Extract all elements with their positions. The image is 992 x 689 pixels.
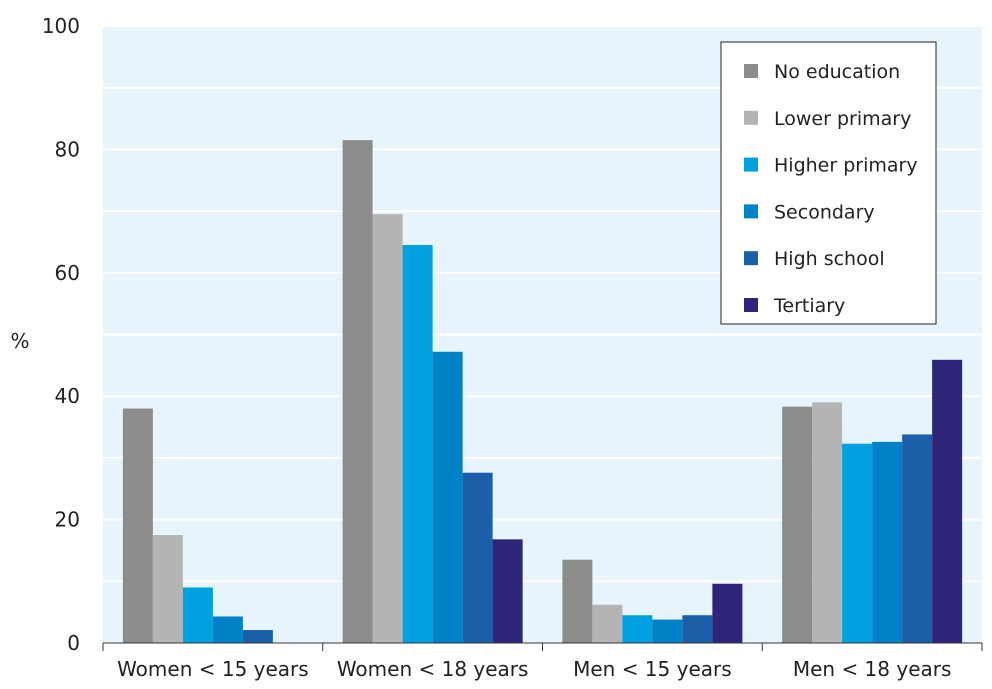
legend-label: Tertiary — [773, 295, 845, 317]
bar — [932, 359, 963, 643]
y-tick-label: 0 — [67, 631, 80, 655]
x-category-label: Women < 18 years — [337, 657, 529, 681]
y-tick-label: 80 — [55, 137, 80, 161]
bar — [782, 406, 813, 643]
bar — [122, 408, 153, 643]
legend-label: No education — [774, 61, 900, 83]
axes: 0 20 40 60 80 100 Women < 15 years Women < 18 y… — [42, 14, 983, 681]
legend-label: High school — [774, 248, 885, 270]
y-tick-label: 60 — [55, 261, 80, 285]
legend-swatch — [744, 251, 758, 266]
bar — [592, 604, 623, 643]
bar — [652, 619, 683, 643]
legend-box — [720, 41, 937, 325]
bar — [372, 214, 403, 643]
y-tick-label: 40 — [55, 384, 80, 408]
bar — [492, 539, 523, 643]
legend-swatch — [744, 64, 758, 78]
bar — [212, 616, 243, 643]
x-category-label: Men < 18 years — [793, 657, 952, 681]
bar — [402, 245, 433, 643]
legend-label: Lower primary — [774, 108, 911, 130]
y-tick-label: 100 — [42, 14, 80, 38]
bar — [622, 615, 653, 643]
bar — [152, 535, 183, 643]
legend-swatch — [744, 157, 758, 172]
bar — [182, 587, 213, 643]
x-category-label: Women < 15 years — [117, 657, 309, 681]
legend-swatch — [744, 298, 758, 312]
bar — [562, 559, 593, 643]
legend-swatch — [744, 110, 758, 125]
bar — [812, 402, 843, 643]
bar — [342, 140, 373, 643]
bar — [682, 615, 713, 643]
legend-label: Secondary — [774, 201, 875, 223]
bar — [842, 443, 873, 643]
bar — [712, 583, 743, 643]
x-category-label: Men < 15 years — [573, 657, 732, 681]
y-tick-label: 20 — [55, 508, 80, 532]
bar — [432, 351, 463, 643]
legend-swatch — [744, 204, 758, 219]
legend: No education Lower primary Higher primary S… — [720, 41, 937, 325]
bar — [872, 441, 903, 643]
bars — [122, 140, 963, 643]
legend-label: Higher primary — [774, 155, 918, 177]
bar — [462, 472, 493, 643]
y-axis-title: % — [10, 329, 29, 353]
bar — [242, 630, 273, 643]
bar — [902, 434, 933, 643]
